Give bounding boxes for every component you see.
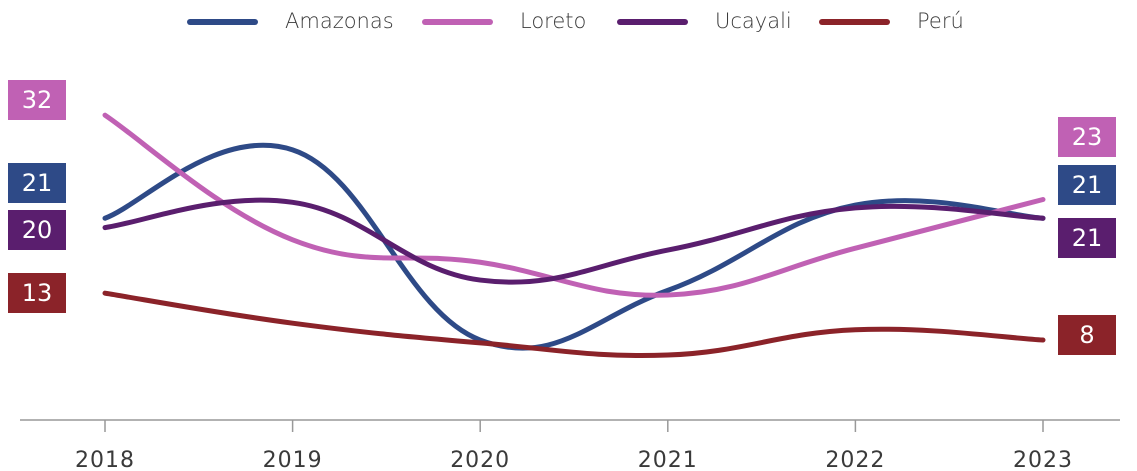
data-label-box [1058, 315, 1116, 355]
data-label-box [8, 210, 66, 250]
data-label-box [8, 273, 66, 313]
x-tick-label: 2021 [638, 448, 698, 471]
line [102, 290, 1046, 359]
data-label-box [8, 80, 66, 120]
x-tick-label: 2023 [1013, 448, 1073, 471]
data-label-box [1058, 218, 1116, 258]
line [102, 112, 1046, 298]
data-label: 32 [22, 86, 53, 114]
data-label: 13 [22, 279, 53, 307]
x-tick-label: 2018 [75, 448, 135, 471]
data-label: 21 [1072, 171, 1103, 199]
legend-label: Loreto [520, 9, 586, 33]
data-label-box [8, 163, 66, 203]
data-label: 21 [22, 169, 53, 197]
legend-label: Perú [917, 9, 964, 33]
data-label: 21 [1072, 224, 1103, 252]
x-tick-label: 2022 [825, 448, 885, 471]
data-label-box [1058, 165, 1116, 205]
legend-label: Ucayali [715, 9, 792, 33]
data-label: 23 [1072, 123, 1103, 151]
line [102, 142, 1046, 351]
legend-label: Amazonas [285, 9, 394, 33]
x-tick-label: 2019 [263, 448, 323, 471]
line [102, 197, 1046, 285]
data-label: 20 [22, 216, 53, 244]
x-tick-label: 2020 [450, 448, 510, 471]
data-label-box [1058, 117, 1116, 157]
data-label: 8 [1079, 321, 1094, 349]
